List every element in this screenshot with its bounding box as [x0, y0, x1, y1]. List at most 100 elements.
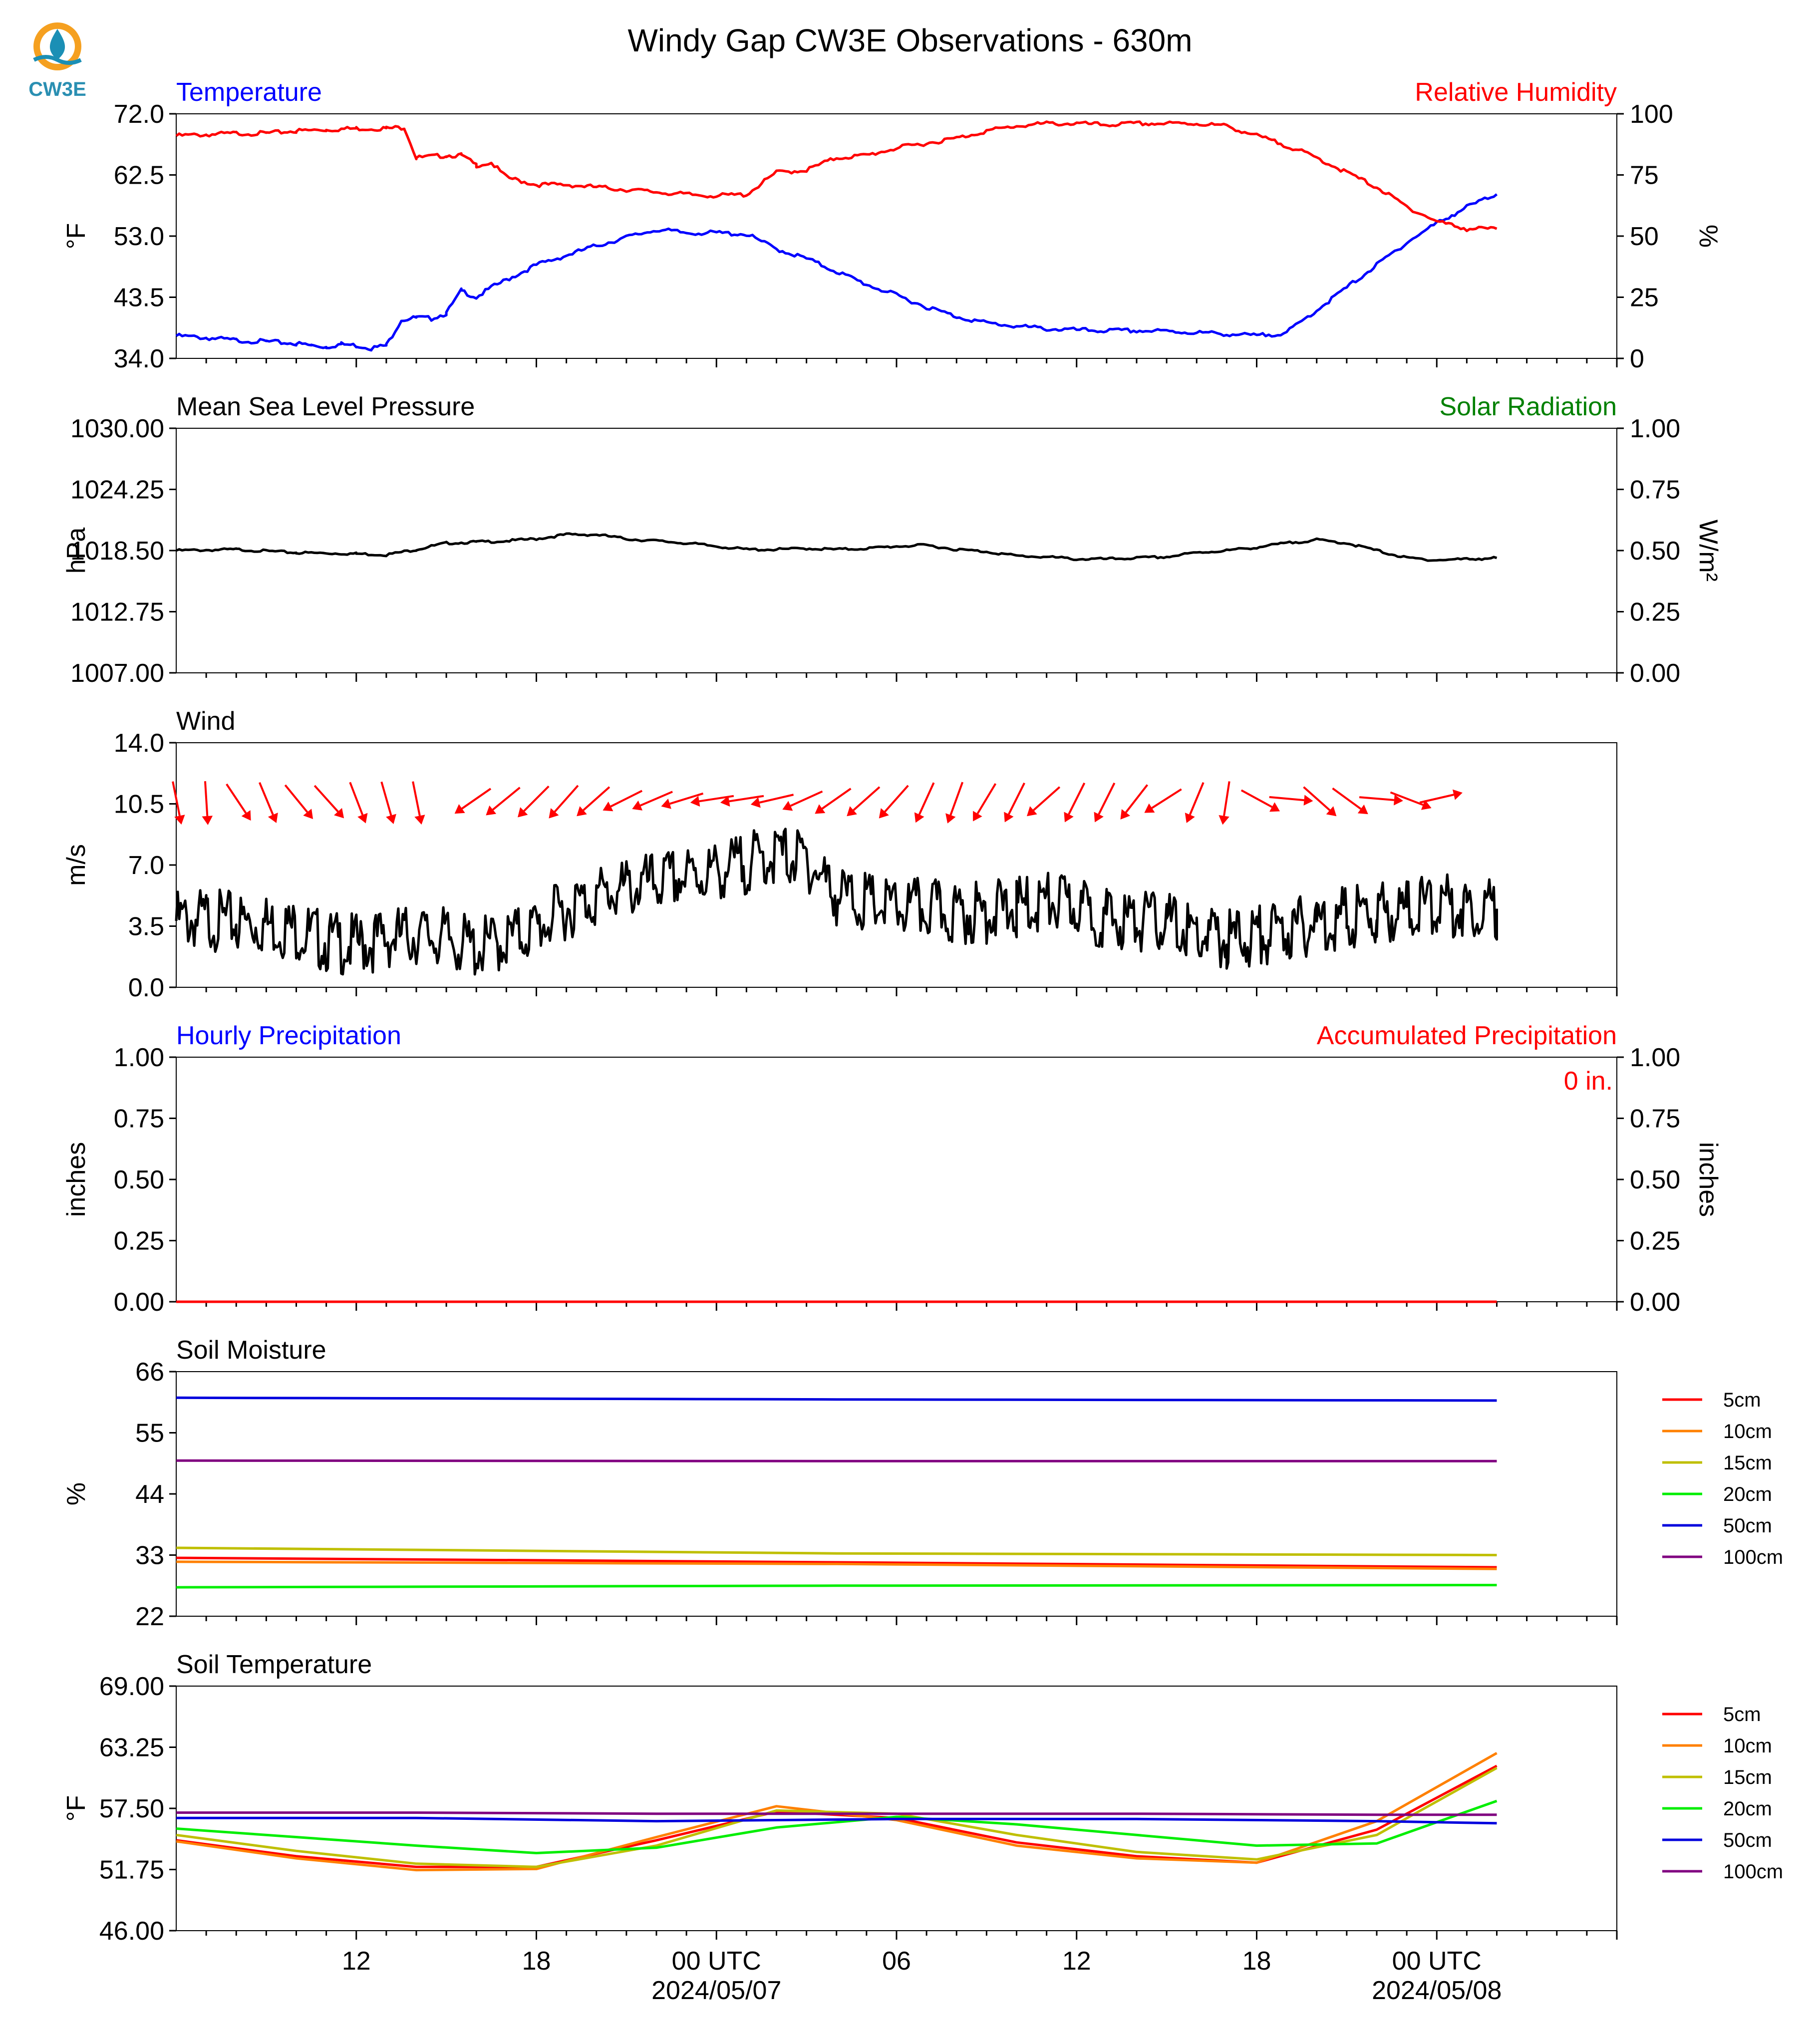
wind-arrow-head	[174, 815, 185, 825]
series-line-20cm	[176, 1799, 1498, 1854]
wind-arrow	[554, 785, 579, 813]
y-tick-label-left: 44	[135, 1480, 164, 1509]
wind-arrow-head	[454, 804, 465, 814]
legend-label: 10cm	[1723, 1735, 1772, 1757]
wind-arrow	[1068, 782, 1086, 815]
wind-arrow-head	[1269, 802, 1280, 812]
y-axis-label-left: %	[62, 1482, 91, 1505]
wind-arrow-head	[1452, 789, 1463, 800]
accumulated-annotation: 0 in.	[1564, 1067, 1613, 1096]
series-line-50cm	[176, 1396, 1497, 1402]
wind-arrow	[976, 783, 997, 815]
wind-arrow-head	[661, 798, 671, 809]
y-tick-label-right: 0.75	[1630, 1105, 1680, 1134]
wind-arrow	[1033, 786, 1061, 811]
y-axis-label-left: °F	[62, 223, 91, 250]
wind-arrow-head	[914, 812, 924, 823]
logo-drop-icon	[49, 29, 65, 60]
wind-arrow	[610, 790, 643, 808]
wind-arrow-head	[1144, 803, 1155, 813]
y-tick-label-left: 57.50	[99, 1794, 164, 1823]
series-line-10cm	[176, 1560, 1497, 1570]
wind-arrow	[1008, 782, 1025, 815]
y-tick-label-right: 0.50	[1630, 1165, 1680, 1194]
series-line-100cm	[176, 1811, 1497, 1816]
y-tick-label-left: 7.0	[128, 851, 164, 880]
y-tick-label-right: 25	[1630, 284, 1659, 312]
wind-arrow	[853, 786, 881, 811]
panel-title-right: Accumulated Precipitation	[1317, 1021, 1617, 1050]
wind-arrow	[1359, 796, 1395, 801]
panel-title-left: Temperature	[176, 78, 322, 107]
y-tick-label-left: 53.0	[114, 222, 164, 251]
wind-arrow-head	[268, 813, 278, 823]
wind-arrow	[640, 791, 673, 807]
y-tick-label-left: 46.00	[99, 1917, 164, 1946]
wind-arrow-head	[690, 796, 700, 807]
panel-pressure_solar: 1007.00 1012.75 1018.50 1024.25 1030.00 0.00 0…	[62, 392, 1723, 688]
x-tick-label: 12	[1062, 1947, 1091, 1976]
y-axis-label-left: inches	[62, 1142, 91, 1217]
panel-precipitation: 0.00 0.25 0.50 0.75 1.00 0.00 0.25 0.50 0.75 1.00…	[62, 1021, 1723, 1317]
wind-arrow-head	[720, 796, 730, 807]
y-tick-label-right: 100	[1630, 100, 1673, 129]
wind-arrow-head	[603, 801, 613, 812]
series-line-100cm	[176, 1459, 1497, 1462]
wind-arrow	[349, 782, 364, 816]
panel-title-right: Solar Radiation	[1439, 392, 1617, 421]
wind-arrow-head	[577, 806, 587, 817]
wind-arrow	[884, 785, 909, 813]
wind-arrow	[1332, 787, 1362, 810]
legend-label: 20cm	[1723, 1483, 1772, 1505]
y-tick-label-right: 75	[1630, 161, 1659, 190]
wind-arrow	[583, 786, 610, 811]
series-line-50cm	[176, 1816, 1497, 1825]
panel-title-left: Wind	[176, 707, 235, 736]
wind-arrow-head	[386, 814, 396, 824]
y-tick-label-right: 1.00	[1630, 414, 1680, 443]
wind-arrow	[821, 788, 852, 810]
y-tick-label-left: 1007.00	[70, 659, 164, 688]
wind-arrow-head	[782, 801, 793, 811]
x-date-label: 2024/05/07	[651, 1976, 781, 2005]
wind-arrow	[1303, 786, 1331, 811]
panel-title-right: Relative Humidity	[1415, 78, 1617, 107]
wind-arrow-head	[1027, 806, 1037, 817]
series-line-mean-sea-level-pressure	[176, 532, 1498, 562]
wind-arrow-head	[1393, 795, 1403, 806]
y-tick-label-left: 0.00	[114, 1288, 164, 1317]
legend-label: 20cm	[1723, 1798, 1772, 1820]
wind-arrow	[759, 794, 794, 804]
wind-arrow	[1151, 788, 1182, 809]
y-axis-label-left: °F	[62, 1795, 91, 1822]
y-tick-label-right: 0.50	[1630, 537, 1680, 566]
panel-title-left: Soil Temperature	[176, 1650, 372, 1679]
y-tick-label-right: 1.00	[1630, 1043, 1680, 1072]
y-tick-label-right: 0.00	[1630, 1288, 1680, 1317]
x-tick-label: 18	[1242, 1947, 1271, 1976]
y-tick-label-left: 3.5	[128, 912, 164, 941]
y-tick-label-left: 1.00	[114, 1043, 164, 1072]
y-tick-label-right: 0.75	[1630, 476, 1680, 505]
wind-arrow-head	[1421, 800, 1432, 810]
panels: 34.0 43.5 53.0 62.5 72.0 0 25 50 75 100 Temperatur…	[62, 78, 1783, 2005]
wind-arrow-head	[879, 808, 889, 819]
panel-wind: 0.0 3.5 7.0 10.5 14.0 Wind m/s	[62, 707, 1618, 1002]
x-tick-label: 00 UTC	[672, 1947, 761, 1976]
legend-label: 100cm	[1723, 1546, 1783, 1568]
wind-arrow-head	[1185, 813, 1195, 823]
y-tick-label-left: 0.0	[128, 973, 164, 1002]
wind-arrow	[1269, 796, 1304, 802]
wind-arrow-head	[847, 806, 857, 817]
wind-arrow	[1098, 782, 1116, 815]
wind-arrow-head	[750, 797, 761, 808]
wind-arrow	[226, 783, 247, 814]
y-axis-label-right: inches	[1694, 1142, 1723, 1217]
logo-wave-icon	[33, 55, 82, 65]
y-tick-label-left: 0.75	[114, 1105, 164, 1134]
legend-label: 100cm	[1723, 1861, 1783, 1883]
chart-title: Windy Gap CW3E Observations - 630m	[627, 22, 1192, 58]
y-tick-label-left: 34.0	[114, 344, 164, 373]
wind-arrow	[284, 784, 308, 813]
